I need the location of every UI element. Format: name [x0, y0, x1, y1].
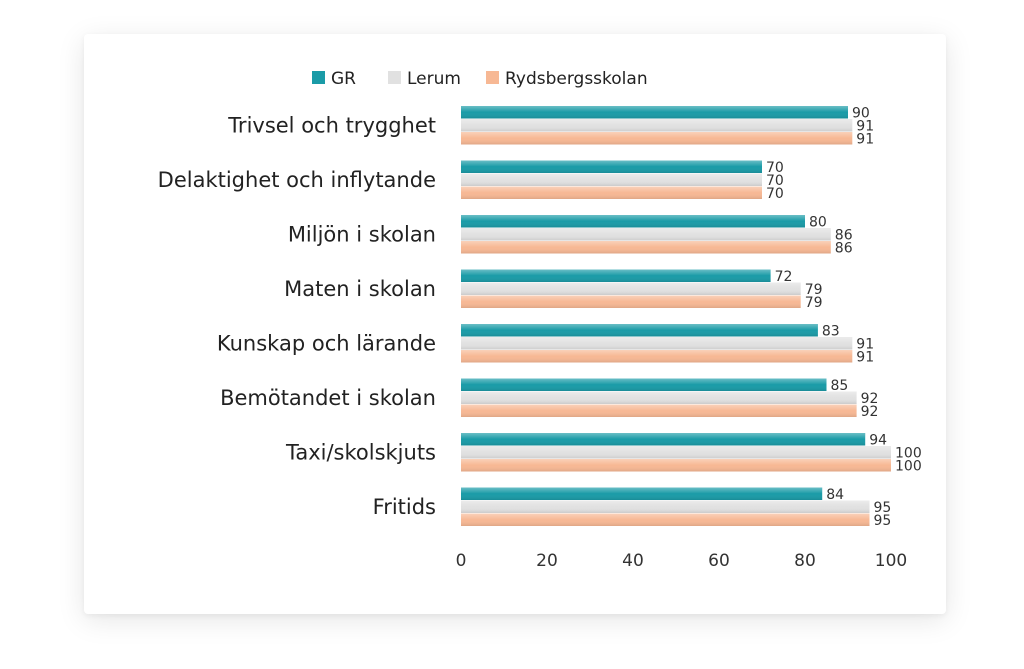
category-label: Trivsel och trygghet [227, 113, 436, 137]
bar-shading [461, 446, 891, 459]
data-label-rydsbergsskolan: 70 [766, 186, 784, 202]
x-axis: 0 20 40 60 80 100 [456, 551, 908, 571]
data-label-lerum: 95 [874, 500, 892, 516]
bar-shading [461, 324, 818, 337]
bar-shading [461, 500, 870, 513]
bar-shading [461, 433, 866, 446]
data-label-gr: 94 [869, 433, 887, 449]
data-label-gr: 72 [775, 269, 793, 285]
data-label-lerum: 86 [835, 228, 853, 244]
bar-shading [461, 282, 801, 295]
legend-swatch-rydsbergsskolan [486, 71, 499, 84]
bar-shading [461, 241, 831, 254]
category-label: Bemötandet i skolan [220, 386, 436, 410]
data-label-rydsbergsskolan: 100 [895, 459, 922, 475]
bar-shading [461, 459, 891, 472]
category-label: Taxi/skolskjuts [285, 440, 436, 464]
bar-shading [461, 132, 853, 145]
bar-shading [461, 404, 857, 417]
x-tick-label: 0 [456, 551, 467, 571]
data-label-lerum: 92 [861, 391, 879, 407]
bar-shading [461, 160, 762, 173]
data-label-rydsbergsskolan: 91 [856, 132, 874, 148]
legend: GR Lerum Rydsbergsskolan [312, 69, 648, 89]
data-label-lerum: 100 [895, 446, 922, 462]
legend-swatch-gr [312, 71, 325, 84]
bar-shading [461, 391, 857, 404]
data-label-lerum: 79 [805, 282, 823, 298]
bar-chart: GR Lerum Rydsbergsskolan Trivsel och trygg… [158, 69, 922, 571]
data-label-gr: 70 [766, 160, 784, 176]
data-label-rydsbergsskolan: 91 [856, 350, 874, 366]
bar-shading [461, 295, 801, 308]
x-tick-label: 20 [536, 551, 558, 571]
bar-shading [461, 186, 762, 199]
bar-shading [461, 269, 771, 282]
bar-shading [461, 487, 823, 500]
data-label-lerum: 91 [856, 119, 874, 135]
bar-shading [461, 513, 870, 526]
legend-label-rydsbergsskolan: Rydsbergsskolan [505, 69, 648, 89]
bar-shading [461, 106, 848, 119]
bar-shading [461, 173, 762, 186]
data-labels: 9091917070708086867279798391918592929410… [766, 106, 922, 530]
data-label-gr: 85 [831, 378, 849, 394]
data-label-rydsbergsskolan: 79 [805, 295, 823, 311]
category-label: Delaktighet och inflytande [158, 168, 436, 192]
legend-label-lerum: Lerum [407, 69, 461, 89]
legend-label-gr: GR [331, 69, 356, 89]
category-label: Maten i skolan [284, 277, 436, 301]
data-label-rydsbergsskolan: 86 [835, 241, 853, 257]
x-tick-label: 60 [708, 551, 730, 571]
category-labels: Trivsel och trygghet Delaktighet och infl… [158, 113, 436, 519]
data-label-rydsbergsskolan: 95 [874, 513, 892, 529]
bar-shading [461, 350, 853, 363]
bar-shading [461, 378, 827, 391]
legend-swatch-lerum [388, 71, 401, 84]
category-label: Miljön i skolan [288, 222, 436, 246]
data-label-lerum: 70 [766, 173, 784, 189]
data-label-gr: 83 [822, 324, 840, 340]
data-label-gr: 80 [809, 215, 827, 231]
x-tick-label: 80 [794, 551, 816, 571]
data-label-rydsbergsskolan: 92 [861, 404, 879, 420]
category-label: Fritids [373, 495, 436, 519]
x-tick-label: 100 [875, 551, 907, 571]
category-label: Kunskap och lärande [217, 331, 436, 355]
data-label-gr: 90 [852, 106, 870, 122]
data-label-lerum: 91 [856, 337, 874, 353]
data-label-gr: 84 [826, 487, 844, 503]
bar-shading [461, 215, 805, 228]
bar-shading [461, 228, 831, 241]
x-tick-label: 40 [622, 551, 644, 571]
bar-shading [461, 337, 853, 350]
bars [461, 106, 891, 526]
bar-shading [461, 119, 853, 132]
chart-card: GR Lerum Rydsbergsskolan Trivsel och trygg… [84, 34, 946, 614]
